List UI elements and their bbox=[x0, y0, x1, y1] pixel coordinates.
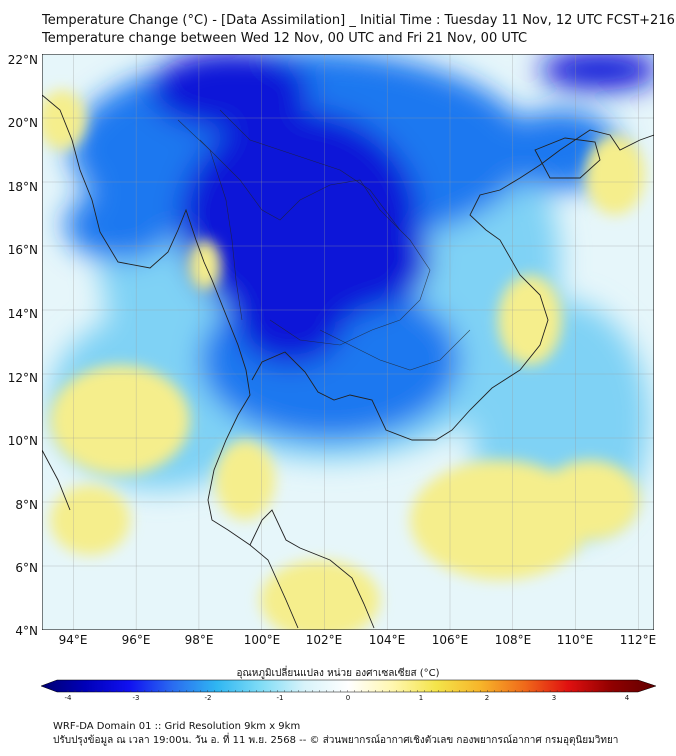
warming-region-northeast bbox=[585, 135, 645, 215]
warming-region-southeast bbox=[540, 460, 640, 540]
border-cambodia bbox=[319, 329, 471, 371]
lon-label: 98°E bbox=[184, 633, 214, 647]
colorbar-tick-label: -2 bbox=[204, 694, 212, 702]
warming-region-peninsula bbox=[215, 440, 275, 520]
strong-cooling-north bbox=[150, 54, 310, 130]
colorbar-title: อุณหภูมิเปลี่ยนแปลง หน่วย องศาเซลเซียส (… bbox=[236, 668, 440, 679]
strong-cooling-northeast bbox=[540, 54, 654, 90]
lat-label: 14°N bbox=[7, 307, 38, 321]
lat-label: 8°N bbox=[15, 498, 38, 512]
border-myanmar bbox=[177, 119, 243, 321]
lon-label: 96°E bbox=[121, 633, 151, 647]
map-subtitle: Temperature change between Wed 12 Nov, 0… bbox=[42, 31, 528, 46]
lat-label: 22°N bbox=[7, 53, 38, 67]
lat-label: 16°N bbox=[7, 243, 38, 257]
lat-label: 10°N bbox=[7, 434, 38, 448]
lon-label: 112°E bbox=[619, 633, 657, 647]
lon-label: 102°E bbox=[305, 633, 343, 647]
warming-region-southwest bbox=[50, 485, 130, 555]
map-title: Temperature Change (°C) - [Data Assimila… bbox=[42, 13, 675, 28]
coastline-hainan bbox=[534, 137, 601, 179]
footer-model-info: WRF-DA Domain 01 :: Grid Resolution 9km … bbox=[53, 721, 301, 732]
colorbar-ticks bbox=[67, 690, 628, 692]
colorbar-bar bbox=[40, 679, 657, 693]
lon-label: 110°E bbox=[556, 633, 594, 647]
lat-label: 18°N bbox=[7, 180, 38, 194]
lon-label: 104°E bbox=[368, 633, 406, 647]
colorbar-tick-label: 1 bbox=[418, 694, 424, 702]
coastlines bbox=[42, 94, 654, 629]
border-laos-north bbox=[219, 109, 401, 231]
strong-cooling-core-south bbox=[235, 275, 345, 365]
lon-label: 106°E bbox=[431, 633, 469, 647]
colorbar-tick-label: 0 bbox=[345, 694, 351, 702]
warming-region-vietnam bbox=[498, 275, 562, 365]
lon-label: 100°E bbox=[243, 633, 281, 647]
coastline-west bbox=[42, 94, 299, 629]
colorbar bbox=[40, 679, 657, 693]
footer-credit: ปรับปรุงข้อมูล ณ เวลา 19:00น. วัน อ. ที่… bbox=[53, 735, 619, 746]
colorbar-tick-label: -4 bbox=[64, 694, 72, 702]
warming-region-northwest bbox=[42, 90, 86, 150]
cooling-region-bay bbox=[65, 190, 175, 260]
colorbar-tick-label: 3 bbox=[551, 694, 557, 702]
strong-cooling-core-east bbox=[290, 210, 430, 310]
warming-blobs bbox=[42, 90, 645, 630]
colorbar-tick-label: -1 bbox=[276, 694, 284, 702]
colorbar-tick-label: 4 bbox=[624, 694, 630, 702]
colorbar-tick-label: 2 bbox=[484, 694, 490, 702]
lat-label: 4°N bbox=[15, 624, 38, 638]
lat-label: 12°N bbox=[7, 371, 38, 385]
title-block: Temperature Change (°C) - [Data Assimila… bbox=[42, 12, 675, 48]
lon-label: 108°E bbox=[494, 633, 532, 647]
coastline-malaya bbox=[249, 509, 375, 629]
lat-label: 6°N bbox=[15, 561, 38, 575]
border-thailand-laos bbox=[199, 139, 431, 346]
coastline-sumatra bbox=[42, 449, 71, 511]
coastline-east bbox=[251, 129, 654, 441]
borders bbox=[177, 109, 471, 371]
lat-label: 20°N bbox=[7, 116, 38, 130]
temperature-field bbox=[42, 54, 654, 630]
colorbar-tick-label: -3 bbox=[132, 694, 140, 702]
lon-label: 94°E bbox=[58, 633, 88, 647]
warming-region-andaman bbox=[50, 365, 190, 475]
warming-region-south bbox=[260, 560, 380, 630]
